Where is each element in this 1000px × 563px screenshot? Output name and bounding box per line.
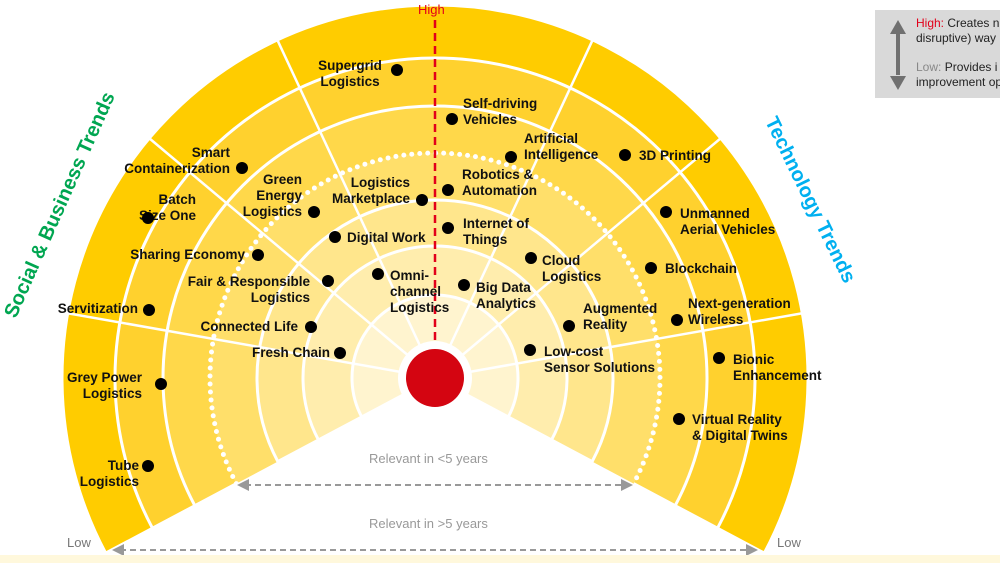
trend-label: Artificial Intelligence bbox=[524, 131, 599, 162]
trend-dot bbox=[142, 212, 154, 224]
far-term-label: Relevant in >5 years bbox=[369, 516, 488, 531]
trend-label: Robotics & Automation bbox=[462, 167, 537, 198]
trend-label: Fresh Chain bbox=[251, 345, 330, 360]
legend-high: High: Creates n disruptive) way bbox=[916, 16, 999, 46]
trend-dot bbox=[713, 352, 725, 364]
radar-divider bbox=[148, 137, 436, 379]
trend-dot bbox=[143, 304, 155, 316]
trend-dot bbox=[236, 162, 248, 174]
trend-label: Big Data Analytics bbox=[476, 280, 537, 311]
trend-dot bbox=[372, 268, 384, 280]
trend-label: Unmanned Aerial Vehicles bbox=[680, 206, 776, 237]
high-label: High bbox=[418, 2, 445, 17]
low-right-label: Low bbox=[777, 535, 801, 550]
legend-box: High: Creates n disruptive) way Low: Pro… bbox=[875, 10, 1000, 98]
trend-label: Digital Work bbox=[347, 230, 426, 245]
trend-label: Virtual Reality & Digital Twins bbox=[692, 412, 788, 443]
trend-dot bbox=[660, 206, 672, 218]
trend-label: Grey Power Logistics bbox=[66, 370, 142, 401]
radar-divider bbox=[67, 311, 436, 380]
legend-low-text: Provides i improvement op bbox=[916, 60, 1000, 89]
trend-label: Low-cost Sensor Solutions bbox=[544, 344, 656, 375]
trend-dot bbox=[142, 460, 154, 472]
trend-label: Cloud Logistics bbox=[542, 253, 602, 284]
trend-dot bbox=[305, 321, 317, 333]
trend-label: Supergrid Logistics bbox=[318, 58, 382, 89]
trend-dot bbox=[322, 275, 334, 287]
trend-label: Self-driving Vehicles bbox=[463, 96, 538, 127]
trend-dot bbox=[416, 194, 428, 206]
radar-divider bbox=[434, 137, 722, 379]
trend-dot bbox=[308, 206, 320, 218]
trend-dot bbox=[446, 113, 458, 125]
trend-label: Sharing Economy bbox=[130, 247, 245, 262]
near-term-arrow-head-right bbox=[621, 479, 633, 491]
trend-dot bbox=[458, 279, 470, 291]
trend-dot bbox=[524, 344, 536, 356]
trend-label: Connected Life bbox=[200, 319, 298, 334]
trend-label: Next-generation Wireless bbox=[688, 296, 791, 327]
trend-label: Omni- channel Logistics bbox=[390, 268, 450, 315]
trend-dot bbox=[442, 222, 454, 234]
trend-dot bbox=[619, 149, 631, 161]
trend-label: Bionic Enhancement bbox=[733, 352, 822, 383]
trend-label: Blockchain bbox=[665, 261, 738, 276]
legend-low-key: Low: bbox=[916, 60, 942, 74]
trend-label: Logistics Marketplace bbox=[331, 175, 410, 206]
trend-dot bbox=[563, 320, 575, 332]
trend-dot bbox=[252, 249, 264, 261]
trend-label: Fair & Responsible Logistics bbox=[187, 274, 310, 305]
trend-label: Augmented Reality bbox=[583, 301, 658, 332]
trend-dot bbox=[525, 252, 537, 264]
trend-label: Green Energy Logistics bbox=[242, 172, 302, 219]
trend-label: Internet of Things bbox=[463, 216, 529, 247]
trend-dot bbox=[334, 347, 346, 359]
radar-divider bbox=[434, 311, 803, 380]
trend-dot bbox=[155, 378, 167, 390]
radar-divider bbox=[276, 39, 437, 379]
near-term-arrow-head-left bbox=[237, 479, 249, 491]
low-left-label: Low bbox=[67, 535, 91, 550]
far-term-arrow-head-right bbox=[746, 544, 758, 556]
radar-divider bbox=[433, 39, 594, 379]
bottom-strip bbox=[0, 555, 1000, 563]
trend-label: Servitization bbox=[57, 301, 138, 316]
trend-label: 3D Printing bbox=[639, 148, 712, 163]
up-down-arrow-icon bbox=[890, 20, 906, 90]
core-circle bbox=[406, 349, 464, 407]
trend-dot bbox=[671, 314, 683, 326]
trend-dot bbox=[673, 413, 685, 425]
near-term-label: Relevant in <5 years bbox=[369, 451, 488, 466]
trend-label: Tube Logistics bbox=[79, 458, 139, 489]
legend-low: Low: Provides i improvement op bbox=[916, 60, 1000, 90]
trend-dot bbox=[505, 151, 517, 163]
far-term-arrow-head-left bbox=[112, 544, 124, 556]
trend-dot bbox=[442, 184, 454, 196]
trend-label: Smart Containerization bbox=[124, 145, 230, 176]
legend-high-key: High: bbox=[916, 16, 945, 30]
legend-high-text: Creates n disruptive) way bbox=[916, 16, 1000, 45]
trend-dot bbox=[645, 262, 657, 274]
trend-dot bbox=[329, 231, 341, 243]
trend-dot bbox=[391, 64, 403, 76]
